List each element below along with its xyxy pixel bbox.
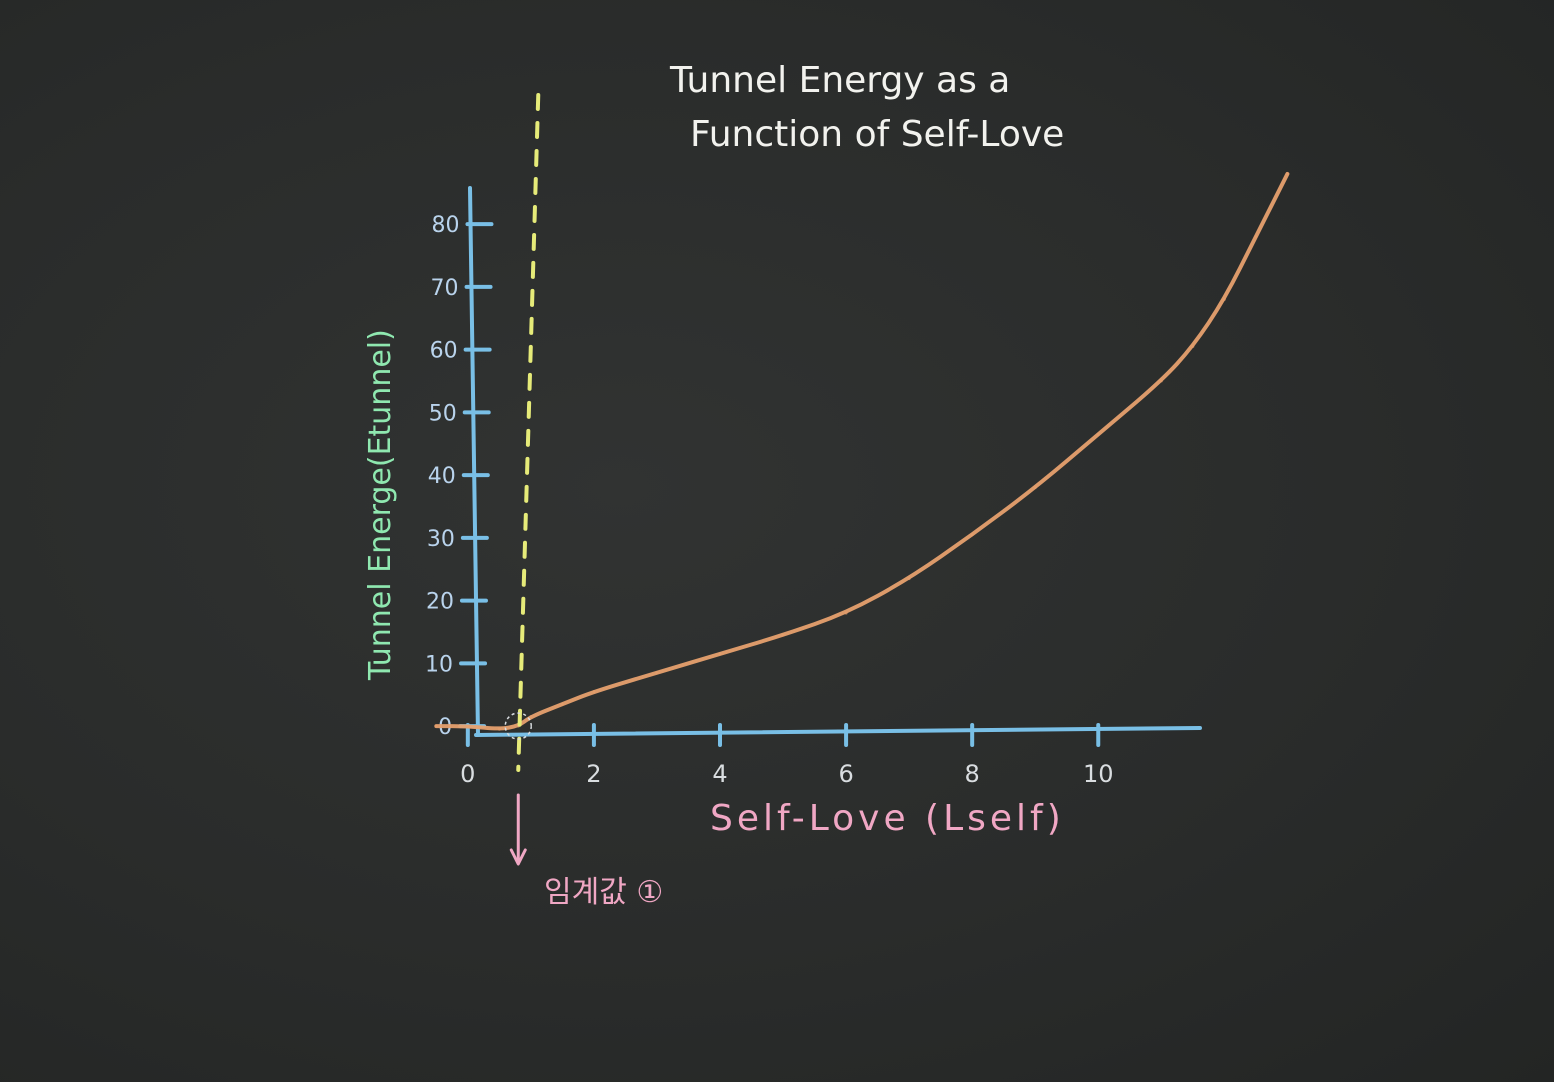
- curve-point: [718, 652, 722, 656]
- curve-point: [1191, 344, 1195, 348]
- curve-point: [655, 671, 659, 675]
- curve-point: [1033, 486, 1037, 490]
- curve-point: [497, 727, 501, 731]
- curve-point: [907, 577, 911, 581]
- curve-point: [434, 724, 438, 728]
- y-tick-label: 80: [431, 213, 459, 238]
- y-axis-label: Tunnel Energe(Etunnel): [363, 329, 398, 681]
- threshold-line: [516, 93, 541, 772]
- y-tick-label: 20: [426, 590, 454, 615]
- threshold-marker: [504, 712, 533, 740]
- curve-point: [970, 533, 974, 537]
- curve-point: [844, 611, 848, 615]
- x-axis-label: Self-Love (Lself): [710, 798, 1065, 839]
- y-tick-label: 30: [427, 527, 455, 552]
- x-tick-label: 8: [965, 760, 980, 788]
- x-tick-label: 10: [1083, 760, 1114, 788]
- curve-point: [466, 724, 470, 728]
- curve-layer: [434, 171, 1290, 731]
- threshold-layer: [504, 93, 541, 866]
- curve-point: [592, 690, 596, 694]
- energy-curve: [434, 171, 1290, 731]
- curve-point: [1285, 172, 1289, 176]
- y-tick-label: 40: [428, 464, 456, 489]
- axes: [468, 186, 1202, 737]
- y-tick-label: 70: [431, 276, 459, 301]
- y-tick-label: 10: [425, 652, 453, 677]
- curve-point: [560, 702, 564, 706]
- labels: Tunnel Energy as a Function of Self-Love…: [363, 60, 1065, 910]
- curve-point: [781, 633, 785, 637]
- curve-point: [1254, 235, 1258, 239]
- curve-point: [1096, 432, 1100, 436]
- curve-point: [529, 715, 533, 719]
- x-tick-label: 0: [460, 760, 475, 788]
- curve-point: [1159, 379, 1163, 383]
- x-tick-label: 4: [712, 760, 727, 788]
- x-tick-label: 2: [586, 760, 601, 788]
- chart-title-line-1: Tunnel Energy as a: [669, 60, 1010, 101]
- curve-point: [1222, 297, 1226, 301]
- y-tick-label: 50: [429, 401, 457, 426]
- x-tick-label: 6: [838, 760, 853, 788]
- chart-title-line-2: Function of Self-Love: [690, 114, 1064, 155]
- y-tick-label: 60: [430, 339, 458, 364]
- y-axis-line: [468, 186, 480, 737]
- threshold-arrow-head: [509, 848, 527, 866]
- threshold-label: 임계값 ①: [544, 875, 663, 910]
- x-axis-line: [474, 726, 1202, 737]
